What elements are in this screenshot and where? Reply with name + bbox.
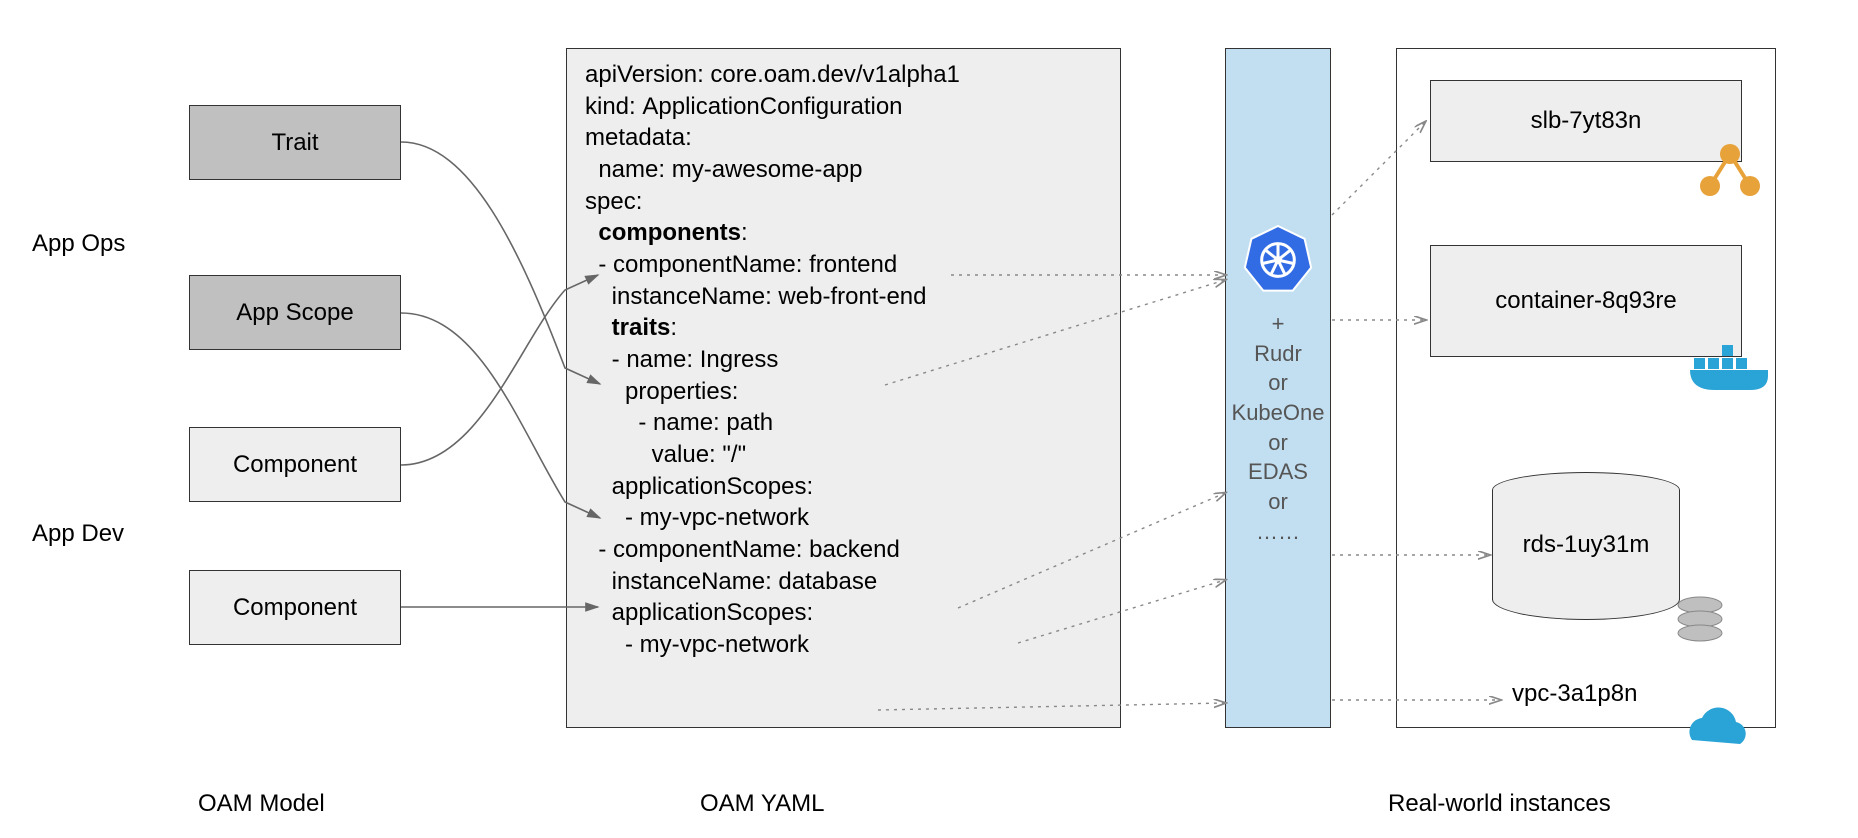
runtime-text: +RudrorKubeOneorEDASor…… (1226, 309, 1330, 547)
section-label-yaml: OAM YAML (700, 790, 824, 818)
model-box-appscope: App Scope (189, 275, 401, 350)
model-box-trait: Trait (189, 105, 401, 180)
yaml-line: - componentName: backend (585, 536, 900, 563)
yaml-line: instanceName: web-front-end (585, 283, 927, 310)
yaml-line: spec: (585, 188, 642, 215)
role-label-appdev: App Dev (32, 520, 124, 548)
yaml-line: properties: (585, 378, 738, 405)
instance-container: container-8q93re (1430, 245, 1742, 357)
instance-vpc: vpc-3a1p8n (1512, 680, 1637, 708)
yaml-panel: apiVersion: core.oam.dev/v1alpha1 kind: … (566, 48, 1121, 728)
yaml-line: value: "/" (585, 441, 746, 468)
yaml-line: traits: (585, 314, 677, 341)
yaml-line: applicationScopes: (585, 473, 813, 500)
model-box-comp1: Component (189, 427, 401, 502)
instance-rds: rds-1uy31m (1492, 531, 1680, 559)
runtime-panel: +RudrorKubeOneorEDASor…… (1225, 48, 1331, 728)
yaml-line: - componentName: frontend (585, 251, 897, 278)
role-label-appops: App Ops (32, 230, 125, 258)
instance-slb: slb-7yt83n (1430, 80, 1742, 162)
yaml-line: - name: Ingress (585, 346, 778, 373)
yaml-line: - name: path (585, 409, 773, 436)
yaml-line: components: (585, 219, 748, 246)
yaml-line: name: my-awesome-app (585, 156, 862, 183)
yaml-line: applicationScopes: (585, 599, 813, 626)
yaml-line: apiVersion: core.oam.dev/v1alpha1 (585, 61, 960, 88)
yaml-line: metadata: (585, 124, 692, 151)
model-box-comp2: Component (189, 570, 401, 645)
section-label-model: OAM Model (198, 790, 325, 818)
yaml-line: kind: ApplicationConfiguration (585, 93, 903, 120)
yaml-line: - my-vpc-network (585, 504, 809, 531)
yaml-line: - my-vpc-network (585, 631, 809, 658)
yaml-line: instanceName: database (585, 568, 877, 595)
section-label-inst: Real-world instances (1388, 790, 1611, 818)
